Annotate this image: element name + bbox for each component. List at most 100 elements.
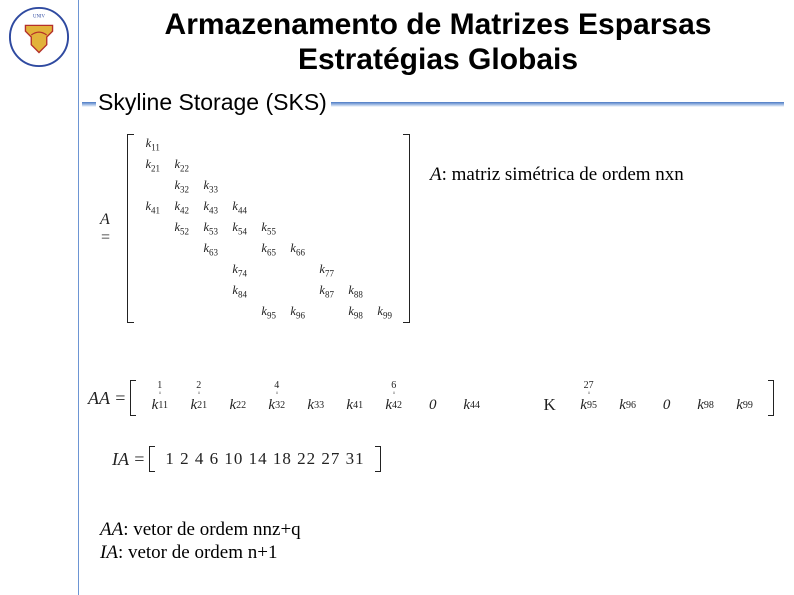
matrix-bracket-right [403,134,410,323]
aa-bracket-right [768,380,774,416]
ia-bracket-right [375,446,381,472]
matrix-cell: k11 [138,134,167,155]
matrix-cell [370,260,399,281]
aa-cell: k44 [452,380,491,416]
matrix-cell [341,260,370,281]
matrix-cell [196,281,225,302]
vector-aa-cells: 1k112k21k224k32k33k416k420k44K27k95k960k… [140,380,764,416]
matrix-cell [283,155,312,176]
matrix-cell [370,176,399,197]
matrix-a-display: A = k11k21k22k32k33 k41k42k43k44 k52k53k54… [100,134,410,323]
matrix-cell: k74 [225,260,254,281]
aa-cell: 2k21 [179,380,218,416]
def-aa-var: AA [100,519,123,540]
aa-cell: 1k11 [140,380,179,416]
vector-ia-display: IA = 1 2 4 6 10 14 18 22 27 31 [112,446,381,472]
matrix-cell: k41 [138,197,167,218]
matrix-cell [312,155,341,176]
vector-aa-display: AA = 1k112k21k224k32k33k416k420k44K27k95… [88,380,774,416]
matrix-cell: k95 [254,302,283,323]
matrix-cell [341,197,370,218]
vector-aa-lhs: AA = [88,388,126,409]
matrix-cell [341,134,370,155]
matrix-cell [370,239,399,260]
matrix-cell: k43 [196,197,225,218]
matrix-cell [167,281,196,302]
title-line-1: Armazenamento de Matrizes Esparsas [165,8,712,41]
matrix-cell [225,239,254,260]
def-ia-text: : vetor de ordem n+1 [118,542,278,563]
matrix-cell [370,197,399,218]
matrix-a-description: A: matriz simétrica de ordem nxn [430,164,782,186]
aa-cell: 4k32 [257,380,296,416]
title-line-2: Estratégias Globais [298,43,578,76]
matrix-cell [283,134,312,155]
matrix-cell [196,155,225,176]
matrix-cell [312,176,341,197]
matrix-cell: k88 [341,281,370,302]
matrix-cell [196,302,225,323]
aa-cell: 6k42 [374,380,413,416]
university-crest-icon: UNIV [8,6,70,68]
desc-a-var: A [430,164,442,185]
footer-definitions: AA: vetor de ordem nnz+q IA: vetor de or… [100,518,301,566]
matrix-cell [312,239,341,260]
aa-cell [491,380,530,416]
matrix-cell: k54 [225,218,254,239]
matrix-cell: k52 [167,218,196,239]
aa-cell: k41 [335,380,374,416]
matrix-cell [370,281,399,302]
matrix-cell [370,218,399,239]
matrix-cell [341,239,370,260]
matrix-bracket-left [127,134,134,323]
matrix-cell [167,260,196,281]
matrix-cell [167,134,196,155]
matrix-cell: k42 [167,197,196,218]
matrix-cell: k84 [225,281,254,302]
aa-cell: k96 [608,380,647,416]
matrix-a-lhs: A = [100,211,123,247]
matrix-cell: k87 [312,281,341,302]
matrix-cell [254,134,283,155]
aa-cell: 0 [413,380,452,416]
def-aa: AA: vetor de ordem nnz+q [100,518,301,542]
matrix-cell [254,155,283,176]
desc-a-text: : matriz simétrica de ordem nxn [442,164,684,185]
matrix-cell [341,218,370,239]
aa-bracket-left [130,380,136,416]
matrix-cell [225,155,254,176]
matrix-cell [341,176,370,197]
matrix-cell [370,155,399,176]
matrix-cell: k33 [196,176,225,197]
svg-text:UNIV: UNIV [33,15,46,20]
matrix-cell [312,134,341,155]
vector-ia-values: 1 2 4 6 10 14 18 22 27 31 [159,447,370,471]
matrix-cell [138,281,167,302]
matrix-cell: k65 [254,239,283,260]
matrix-cell [283,197,312,218]
matrix-cell: k21 [138,155,167,176]
matrix-cell [254,260,283,281]
matrix-cell: k32 [167,176,196,197]
matrix-cell [138,260,167,281]
matrix-cell [312,302,341,323]
slide-title: Armazenamento de Matrizes Esparsas Estra… [92,8,784,77]
matrix-cell: k22 [167,155,196,176]
aa-cell: 0 [647,380,686,416]
matrix-cell [138,239,167,260]
matrix-cell: k53 [196,218,225,239]
aa-cell: 27k95 [569,380,608,416]
matrix-cell: k44 [225,197,254,218]
matrix-cell [138,176,167,197]
def-ia-var: IA [100,542,118,563]
matrix-cell [196,260,225,281]
matrix-cell [283,281,312,302]
section-subtitle: Skyline Storage (SKS) [96,89,331,118]
ia-bracket-left [149,446,155,472]
matrix-a-grid: k11k21k22k32k33k41k42k43k44k52k53k54k55k… [138,134,399,323]
matrix-cell [283,176,312,197]
slide: UNIV Armazenamento de Matrizes Esparsas … [0,0,794,595]
def-aa-text: : vetor de ordem nnz+q [123,519,300,540]
matrix-cell: k96 [283,302,312,323]
matrix-cell [370,134,399,155]
